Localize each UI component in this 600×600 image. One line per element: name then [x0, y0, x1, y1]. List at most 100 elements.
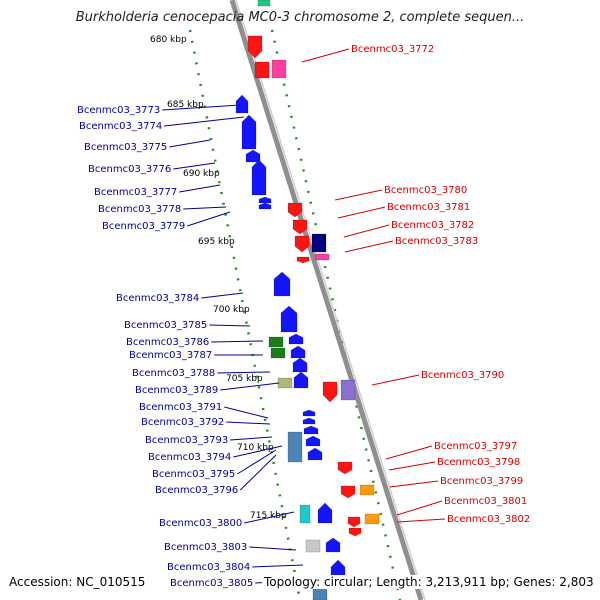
chromosome-backbone-shade	[235, 0, 426, 600]
gene-leader-line	[173, 162, 216, 170]
scale-label: 690 kbp	[183, 169, 220, 179]
scale-label: 685 kbp	[167, 100, 204, 110]
forward-gene-glyph	[280, 305, 298, 333]
reverse-gene-glyph	[348, 527, 362, 537]
reverse-gene-glyph	[247, 35, 263, 59]
forward-gene-glyph	[307, 447, 323, 461]
gene-block-navy	[311, 233, 327, 253]
gene-label-left[interactable]: Bcenmc03_3800	[159, 518, 242, 529]
gene-label-right[interactable]: Bcenmc03_3797	[434, 441, 517, 452]
gene-leader-line	[237, 449, 277, 475]
gene-block-cyan	[299, 504, 311, 524]
scale-label: 695 kbp	[198, 237, 235, 247]
gene-label-left[interactable]: Bcenmc03_3795	[152, 469, 235, 480]
gene-label-right[interactable]: Bcenmc03_3798	[437, 457, 520, 468]
reverse-gene-glyph	[254, 61, 270, 79]
gene-label-left[interactable]: Bcenmc03_3789	[135, 385, 218, 396]
gene-label-right[interactable]: Bcenmc03_3790	[421, 370, 504, 381]
reverse-gene-glyph	[347, 516, 361, 528]
gene-leader-line	[334, 189, 383, 201]
gene-label-left[interactable]: Bcenmc03_3779	[102, 221, 185, 232]
gene-leader-line	[244, 511, 295, 524]
gene-leader-line	[179, 184, 221, 193]
gene-leader-line	[396, 518, 446, 523]
forward-gene-glyph	[302, 417, 316, 425]
reverse-gene-glyph	[294, 235, 310, 253]
gene-label-left[interactable]: Bcenmc03_3773	[77, 105, 160, 116]
gene-label-left[interactable]: Bcenmc03_3785	[124, 320, 207, 331]
gene-leader-line	[209, 324, 251, 327]
gene-label-left[interactable]: Bcenmc03_3792	[141, 417, 224, 428]
scale-label: 680 kbp	[150, 35, 187, 45]
gene-label-left[interactable]: Bcenmc03_3796	[155, 485, 238, 496]
forward-gene-glyph	[251, 159, 267, 196]
gene-block-steelblue	[287, 431, 303, 463]
forward-gene-glyph	[292, 357, 308, 373]
gene-leader-line	[343, 224, 390, 238]
gene-label-left[interactable]: Bcenmc03_3775	[84, 142, 167, 153]
gene-label-left[interactable]: Bcenmc03_3794	[148, 452, 231, 463]
gene-block-grey	[305, 539, 321, 553]
gene-label-left[interactable]: Bcenmc03_3803	[164, 542, 247, 553]
chromosome-backbone	[229, 0, 424, 600]
gene-label-right[interactable]: Bcenmc03_3780	[384, 185, 467, 196]
gene-label-left[interactable]: Bcenmc03_3787	[129, 350, 212, 361]
gene-leader-line	[396, 500, 443, 516]
gene-leader-line	[249, 546, 297, 551]
gene-label-left[interactable]: Bcenmc03_3778	[98, 204, 181, 215]
forward-gene-glyph	[241, 114, 257, 150]
gene-leader-line	[164, 116, 245, 127]
forward-gene-glyph	[288, 333, 304, 345]
gene-block-orange	[364, 513, 380, 525]
gene-label-left[interactable]: Bcenmc03_3786	[126, 337, 209, 348]
gene-block-olive	[277, 377, 293, 389]
gene-block-teal	[257, 0, 271, 7]
gene-block-orange	[359, 484, 375, 496]
gene-leader-line	[201, 292, 244, 299]
gene-label-left[interactable]: Bcenmc03_3774	[79, 121, 162, 132]
gene-leader-line	[220, 382, 280, 391]
gene-leader-line	[385, 445, 433, 460]
forward-gene-glyph	[290, 345, 306, 359]
gene-label-right[interactable]: Bcenmc03_3782	[391, 220, 474, 231]
gene-leader-line	[371, 374, 420, 386]
gene-label-left[interactable]: Bcenmc03_3804	[167, 562, 250, 573]
reverse-gene-glyph	[322, 381, 338, 403]
gene-leader-line	[344, 240, 394, 253]
gene-leader-line	[337, 206, 386, 219]
gene-label-right[interactable]: Bcenmc03_3783	[395, 236, 478, 247]
gene-label-left[interactable]: Bcenmc03_3777	[94, 187, 177, 198]
gene-label-left[interactable]: Bcenmc03_3784	[116, 293, 199, 304]
gene-block-green	[270, 347, 286, 359]
gene-leader-line	[211, 340, 264, 343]
forward-gene-glyph	[258, 202, 272, 210]
gene-block-green	[268, 336, 284, 348]
gene-label-right[interactable]: Bcenmc03_3801	[444, 496, 527, 507]
gene-leader-line	[226, 421, 271, 425]
forward-gene-glyph	[302, 409, 316, 417]
gene-block-purple	[340, 379, 356, 401]
gene-label-right[interactable]: Bcenmc03_3799	[440, 476, 523, 487]
forward-gene-glyph	[317, 502, 333, 524]
forward-gene-glyph	[325, 537, 341, 553]
gene-label-left[interactable]: Bcenmc03_3793	[145, 435, 228, 446]
topology-summary: Topology: circular; Length: 3,213,911 bp…	[262, 575, 596, 589]
gene-leader-line	[183, 206, 227, 210]
gene-label-right[interactable]: Bcenmc03_3781	[387, 202, 470, 213]
accession-label: Accession: NC_010515	[9, 575, 148, 589]
gene-leader-line	[162, 104, 241, 111]
reverse-gene-glyph	[292, 219, 308, 235]
gene-label-left[interactable]: Bcenmc03_3776	[88, 164, 171, 175]
gene-label-right[interactable]: Bcenmc03_3802	[447, 514, 530, 525]
forward-gene-glyph	[245, 149, 261, 163]
forward-gene-glyph	[293, 371, 309, 389]
scale-label: 700 kbp	[213, 305, 250, 315]
gene-label-right[interactable]: Bcenmc03_3772	[351, 44, 434, 55]
gene-leader-line	[187, 211, 231, 227]
gene-block-pink	[314, 253, 330, 261]
gene-label-left[interactable]: Bcenmc03_3788	[132, 368, 215, 379]
gene-label-left[interactable]: Bcenmc03_3791	[139, 402, 222, 413]
gene-label-left[interactable]: Bcenmc03_3805	[170, 578, 253, 589]
